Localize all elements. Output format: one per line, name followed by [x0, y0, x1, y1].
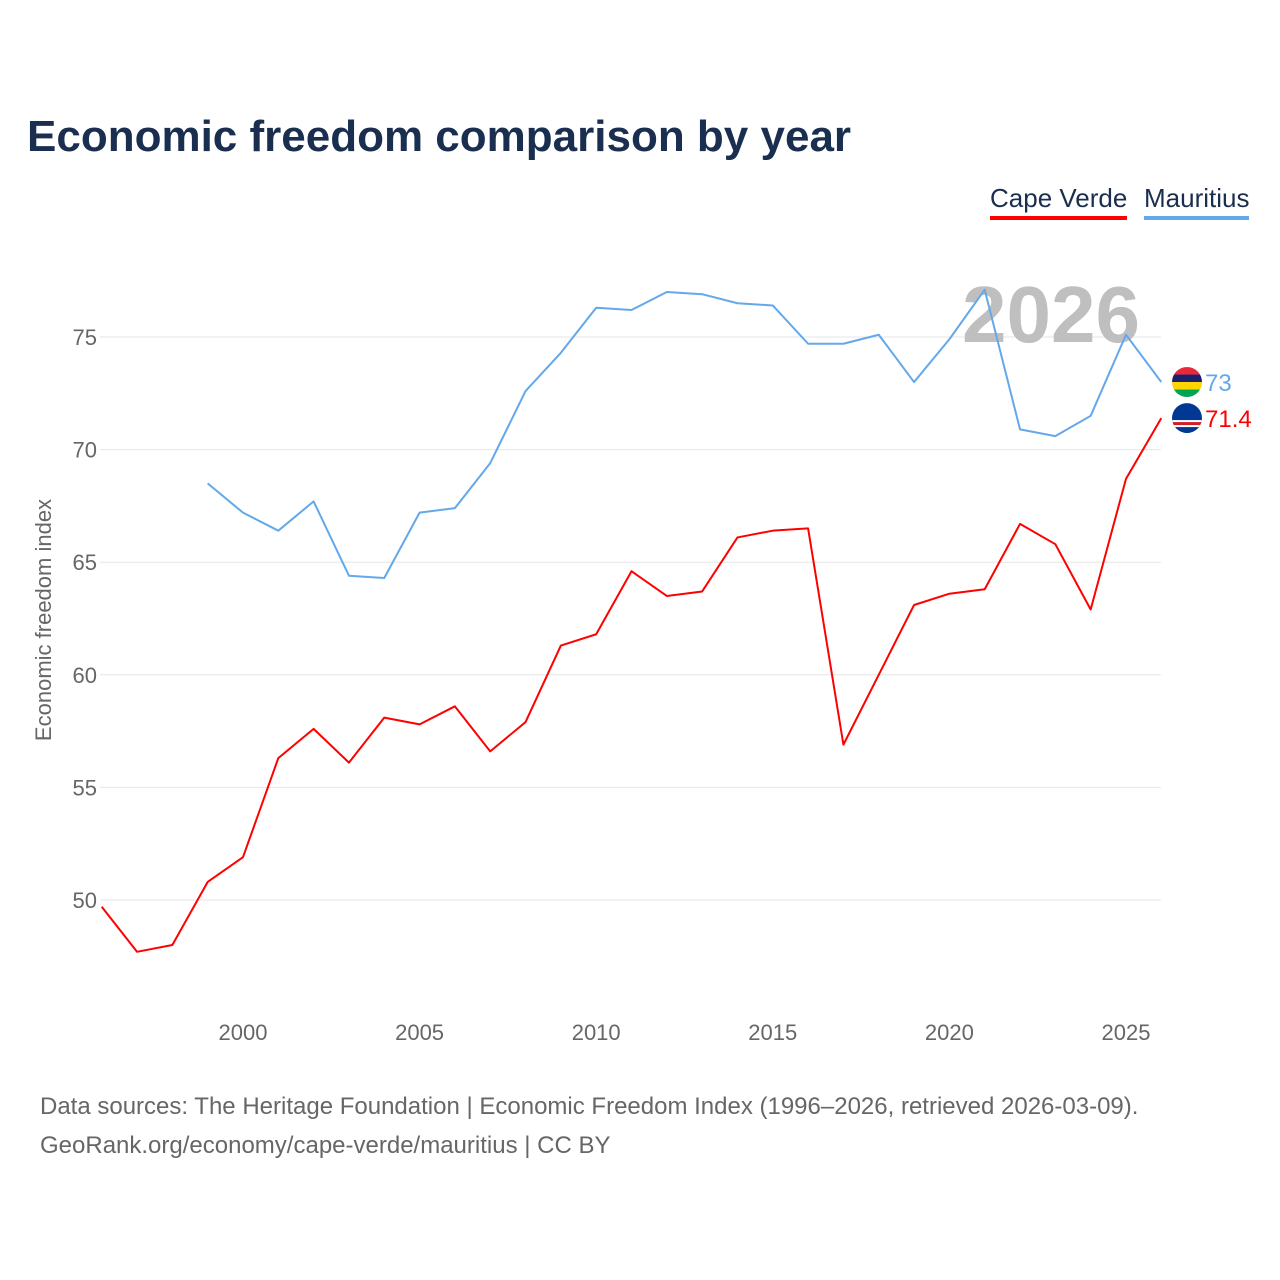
x-tick-label: 2025: [1102, 1020, 1151, 1045]
series-line-cape-verde: [100, 417, 1163, 953]
x-tick-label: 2010: [572, 1020, 621, 1045]
y-tick-label: 75: [73, 325, 97, 350]
x-tick-label: 2020: [925, 1020, 974, 1045]
end-label-cape-verde: 71.4: [1205, 406, 1252, 433]
legend-item-cape-verde[interactable]: Cape Verde: [990, 183, 1128, 220]
y-axis-label: Economic freedom index: [31, 499, 56, 741]
y-tick-label: 50: [73, 888, 97, 913]
x-tick-label: 2000: [219, 1020, 268, 1045]
flag-mauritius-icon: [1172, 367, 1202, 398]
y-tick-label: 55: [73, 775, 97, 800]
end-label-mauritius: 73: [1205, 370, 1232, 397]
y-tick-label: 60: [73, 663, 97, 688]
source-line-1: Data sources: The Heritage Foundation | …: [40, 1093, 1139, 1120]
year-watermark: 2026: [962, 270, 1140, 359]
y-tick-label: 65: [73, 550, 97, 575]
legend-item-mauritius[interactable]: Mauritius: [1144, 183, 1250, 220]
source-line-2[interactable]: GeoRank.org/economy/cape-verde/mauritius…: [40, 1132, 611, 1159]
chart-title: Economic freedom comparison by year: [27, 112, 852, 161]
source-note: Data sources: The Heritage Foundation | …: [40, 1087, 1138, 1165]
series-line-mauritius: [207, 288, 1163, 579]
flag-cape-verde-icon: [1172, 403, 1202, 434]
x-tick-label: 2015: [748, 1020, 797, 1045]
y-tick-label: 70: [73, 438, 97, 463]
x-tick-label: 2005: [395, 1020, 444, 1045]
